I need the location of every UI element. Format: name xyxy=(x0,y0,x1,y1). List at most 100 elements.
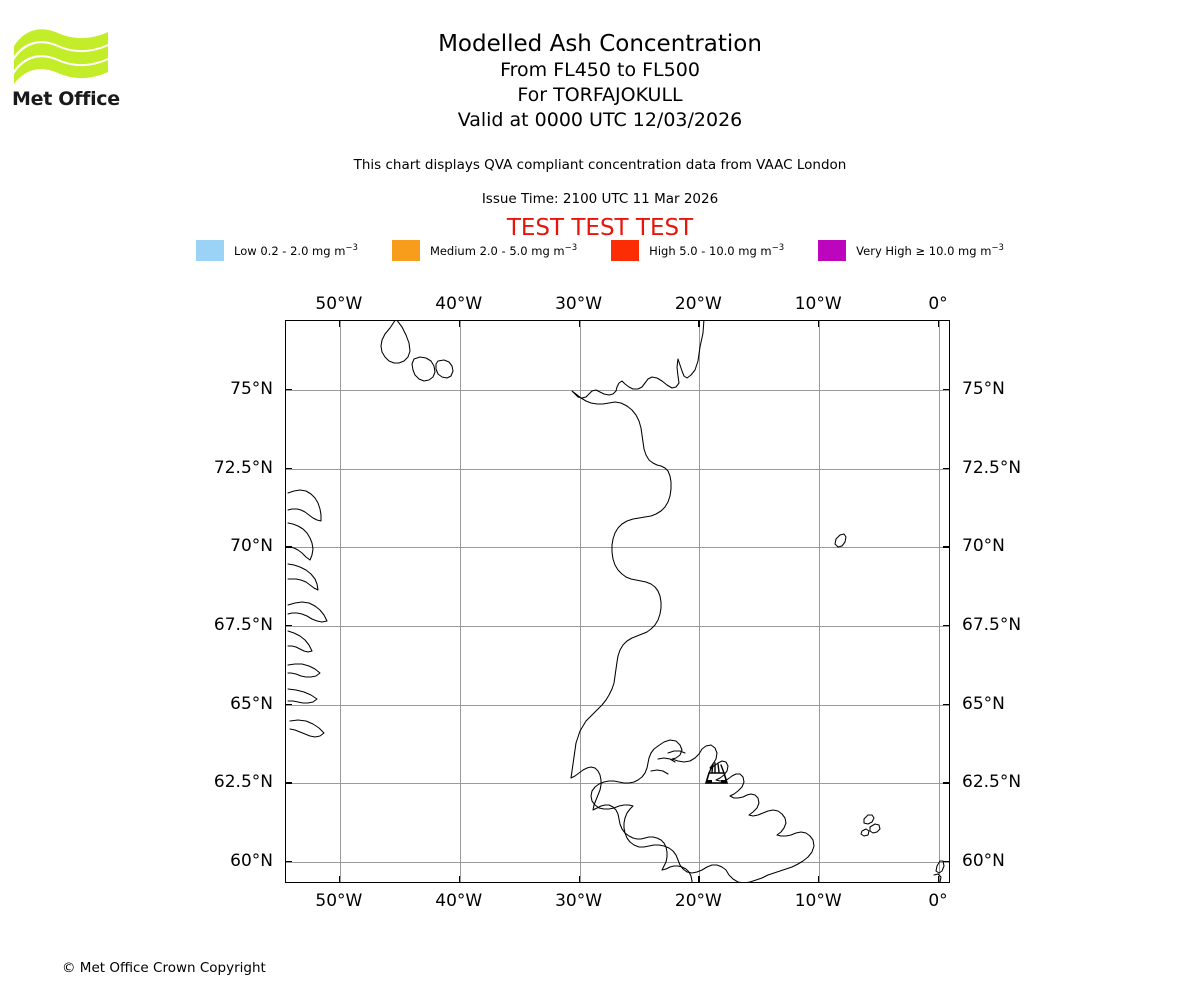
coastline-overlay xyxy=(287,321,945,882)
chart-data-source-note: This chart displays QVA compliant concen… xyxy=(353,157,847,173)
island-faroe-a xyxy=(863,814,875,825)
island-jan-mayen xyxy=(834,533,847,548)
title-line-3: For TORFAJOKULL xyxy=(517,84,683,106)
lat-label-right-62.5°N: 62.5°N xyxy=(962,772,1022,793)
met-office-wave-icon xyxy=(14,29,108,84)
lat-label-left-67.5°N: 67.5°N xyxy=(213,615,273,636)
greenland-fjord-detail-f xyxy=(287,688,318,704)
greenland-fjord-detail-g xyxy=(289,719,325,738)
legend-label-very-high: Very High ≥ 10.0 mg m−3 xyxy=(856,242,1004,258)
north-greenland-coast xyxy=(380,321,411,364)
gridline-lon-30°W xyxy=(579,321,581,882)
tick-lat-right xyxy=(943,546,950,548)
title-line-2: From FL450 to FL500 xyxy=(500,59,700,81)
chart-title-block: Modelled Ash Concentration From FL450 to… xyxy=(0,30,1200,133)
lat-label-right-65°N: 65°N xyxy=(962,693,1005,714)
tick-lon-bottom xyxy=(818,876,820,883)
tick-lat-left xyxy=(285,467,292,470)
lon-label-top-20°W: 20°W xyxy=(674,294,722,314)
volcano-marker-torfajokull xyxy=(704,762,729,784)
tick-lon-top xyxy=(818,320,820,327)
tick-lat-right xyxy=(943,782,950,784)
issue-time-label: Issue Time: 2100 UTC 11 Mar 2026 xyxy=(481,191,719,207)
lat-label-right-72.5°N: 72.5°N xyxy=(962,457,1022,478)
map-container[interactable] xyxy=(285,320,950,883)
tick-lon-bottom xyxy=(938,876,940,883)
tick-lon-top xyxy=(578,320,580,327)
gridline-lat-65°N xyxy=(286,704,949,706)
gridline-lat-62.5°N xyxy=(286,783,949,785)
legend-entry-very-high: Very High ≥ 10.0 mg m−3 xyxy=(818,240,1004,261)
tick-lat-left xyxy=(285,389,292,391)
tick-lon-top xyxy=(938,320,940,327)
tick-lat-right xyxy=(943,625,950,627)
legend-label-high: High 5.0 - 10.0 mg m−3 xyxy=(649,242,785,258)
gridline-lat-75°N xyxy=(286,390,949,392)
greenland-fjord-detail-e xyxy=(287,663,321,678)
lon-label-bottom-0°: 0° xyxy=(928,891,948,911)
met-office-wordmark: Met Office xyxy=(12,88,120,110)
lon-label-bottom-50°W: 50°W xyxy=(315,891,363,911)
test-banner: TEST TEST TEST xyxy=(506,215,694,241)
greenland-fjord-detail-d xyxy=(287,630,313,653)
iceland-coastline xyxy=(590,739,815,882)
tick-lon-bottom xyxy=(578,876,580,883)
lon-label-top-40°W: 40°W xyxy=(435,294,483,314)
island-faroe-c xyxy=(860,828,870,837)
copyright-notice: © Met Office Crown Copyright xyxy=(62,960,266,976)
lat-label-left-75°N: 75°N xyxy=(230,379,273,400)
gridline-lat-60°N xyxy=(286,861,949,863)
tick-lat-left xyxy=(285,782,292,784)
greenland-fjord-detail-a xyxy=(287,522,314,561)
gridline-lon-0° xyxy=(939,321,941,882)
lon-label-bottom-30°W: 30°W xyxy=(555,891,603,911)
lat-label-right-70°N: 70°N xyxy=(962,536,1005,557)
map-plot-frame[interactable] xyxy=(285,320,950,883)
gridline-lon-40°W xyxy=(459,321,461,882)
greenland-coastline xyxy=(570,321,705,882)
title-line-4: Valid at 0000 UTC 12/03/2026 xyxy=(457,109,743,131)
gridline-lat-67.5°N xyxy=(286,626,949,628)
legend-swatch-high xyxy=(611,240,640,261)
lon-label-top-30°W: 30°W xyxy=(555,294,603,314)
lat-label-right-75°N: 75°N xyxy=(962,379,1005,400)
legend-swatch-very-high xyxy=(818,240,847,261)
concentration-legend: Low 0.2 - 2.0 mg m−3 Medium 2.0 - 5.0 mg … xyxy=(0,240,1200,261)
lon-label-bottom-10°W: 10°W xyxy=(794,891,842,911)
met-office-logo: Met Office xyxy=(12,24,132,110)
legend-label-low: Low 0.2 - 2.0 mg m−3 xyxy=(234,242,358,258)
legend-swatch-medium xyxy=(391,240,420,261)
legend-swatch-low xyxy=(196,240,225,261)
legend-label-medium: Medium 2.0 - 5.0 mg m−3 xyxy=(429,242,578,258)
lon-label-bottom-20°W: 20°W xyxy=(674,891,722,911)
legend-entry-high: High 5.0 - 10.0 mg m−3 xyxy=(611,240,784,261)
lat-label-left-70°N: 70°N xyxy=(230,536,273,557)
legend-entry-low: Low 0.2 - 2.0 mg m−3 xyxy=(196,240,358,261)
lon-label-bottom-40°W: 40°W xyxy=(435,891,483,911)
tick-lon-bottom xyxy=(698,876,700,883)
tick-lat-left xyxy=(285,625,292,627)
legend-entry-medium: Medium 2.0 - 5.0 mg m−3 xyxy=(391,240,578,261)
greenland-fjord-detail-b xyxy=(287,563,319,591)
gridline-lat-70°N xyxy=(286,547,949,549)
tick-lat-left xyxy=(285,860,292,863)
island-faroe-b xyxy=(869,823,881,834)
lon-label-top-0°: 0° xyxy=(928,294,948,314)
island-shetland-south xyxy=(933,873,942,882)
greenland-fjord-detail-c xyxy=(287,601,328,623)
island-svalbard-west xyxy=(411,356,436,382)
lat-label-left-62.5°N: 62.5°N xyxy=(213,772,273,793)
tick-lon-top xyxy=(458,320,461,327)
tick-lon-top xyxy=(698,320,700,327)
lon-label-top-10°W: 10°W xyxy=(794,294,842,314)
tick-lat-right xyxy=(943,860,950,863)
title-line-1: Modelled Ash Concentration xyxy=(438,31,762,57)
tick-lat-right xyxy=(943,703,950,706)
iceland-westfjords-detail xyxy=(650,750,686,775)
greenland-northwest-fjords xyxy=(287,489,322,522)
tick-lat-left xyxy=(285,546,292,548)
gridline-lon-10°W xyxy=(819,321,821,882)
tick-lon-bottom xyxy=(458,876,461,883)
lat-label-left-60°N: 60°N xyxy=(230,850,273,871)
gridline-lon-20°W xyxy=(699,321,701,882)
